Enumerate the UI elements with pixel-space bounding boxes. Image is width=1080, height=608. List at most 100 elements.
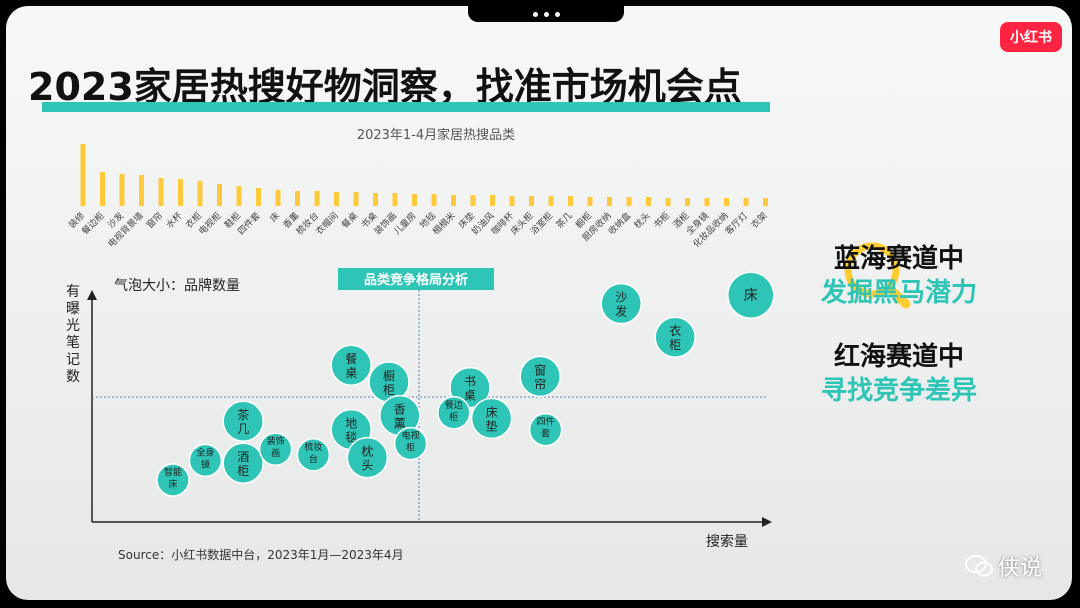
bubble-9: 枕头 [346,436,389,479]
bar-26 [587,197,593,206]
bar-24 [548,196,554,206]
bubble-11: 电视柜 [393,426,428,461]
bubble-label-0: 智能床 [164,466,182,490]
bar-34 [743,198,749,206]
bar-18 [431,194,437,206]
bar-5 [178,179,183,206]
insight-line-3: 红海赛道中 [833,342,964,372]
bar-label-10: 床 [267,210,282,225]
bar-label-28: 收纳盒 [606,210,634,238]
bar-22 [509,196,515,206]
bar-label-9: 四件套 [235,210,263,238]
insight-panel: 蓝海赛道中 发掘黑马潜力 红海赛道中 寻找竞争差异 [806,242,992,408]
scatter-title-box [338,268,494,290]
bar-4 [158,178,164,206]
bar-label-25: 茶几 [553,210,574,231]
watermark: 侠说 [964,550,1042,582]
bubble-1: 全身镜 [188,443,223,478]
bar-25 [568,196,573,206]
bar-16 [392,193,398,206]
bubble-label-19: 床 [744,288,758,304]
bubble-10: 香薰 [379,394,421,437]
bar-label-13: 衣帽间 [313,210,341,238]
bar-label-1: 餐边柜 [79,210,107,238]
bar-chart: 装修餐边柜 沙发电视背景墙 窗帘 水杯 衣柜电视柜 鞋柜四件套床香薰梳妆台衣帽间 餐桌 书桌装… [66,144,770,250]
bar-20 [470,195,476,206]
y-axis-label: 有曝光笔记数 [66,284,80,385]
bar-9 [256,188,261,206]
bar-30 [665,198,671,206]
x-axis-label: 搜索量 [706,533,748,550]
bar-label-34: 客厅灯 [723,210,751,238]
bar-13 [334,192,339,206]
bubble-label-12: 书桌 [464,375,476,403]
bubble-13: 餐边柜 [437,396,471,430]
bubble-label-18: 衣柜 [669,323,681,352]
bar-chart-title: 2023年1-4月家居热搜品类 [356,128,516,143]
bubble-label-10: 香薰 [394,403,406,431]
bar-15 [373,193,378,206]
bar-label-30: 书柜 [651,210,672,231]
bubble-15: 窗帘 [519,355,561,398]
bubble-label-7: 橱柜 [383,369,395,397]
bubble-label-11: 电视柜 [402,430,420,454]
bubble-19: 床 [727,271,775,319]
bubble-3: 酒柜 [222,442,264,484]
bubble-label-1: 全身镜 [196,446,214,470]
bar-10 [275,190,281,206]
bar-3 [139,175,144,206]
x-axis-arrow-icon [762,517,772,527]
bar-8 [236,186,242,206]
bar-33 [724,198,729,206]
bubble-label-14: 床垫 [486,405,498,433]
bar-17 [412,194,417,206]
notch [468,6,624,22]
bar-6 [197,181,203,206]
bubble-label-15: 窗帘 [534,363,546,391]
watermark-text: 侠说 [998,556,1043,581]
bubble-14: 床垫 [470,397,513,440]
bar-label-19: 榻榻米 [430,210,458,238]
source-note: Source：小红书数据中台，2023年1月—2023年4月 [118,548,404,562]
bubble-size-label: 气泡大小：品牌数量 [114,277,240,294]
bar-label-17: 儿童房 [391,210,419,238]
bar-label-4: 窗帘 [144,210,165,231]
insight-line-1: 蓝海赛道中 [833,244,964,274]
bar-label-7: 电视柜 [196,210,224,238]
slide: 小红书 2023家居热搜好物洞察，找准市场机会点 2023年1-4月家居热搜品类… [6,6,1072,600]
bar-label-24: 浴室柜 [528,210,556,238]
bar-2 [119,174,125,206]
bubble-label-17: 沙发 [615,291,627,319]
bubble-label-2: 茶几 [237,407,249,436]
page-title: 2023家居热搜好物洞察，找准市场机会点 [28,65,742,109]
insight-line-4: 寻找竞争差异 [820,376,977,406]
bar-21 [490,195,495,206]
insight-line-2: 发掘黑马潜力 [820,278,977,308]
scatter-title: 品类竞争格局分析 [364,272,468,288]
bar-label-35: 衣架 [748,210,769,231]
bubble-label-8: 地毯 [345,417,357,445]
bar-7 [217,184,222,206]
bar-31 [685,198,690,206]
bar-label-5: 水杯 [163,210,184,231]
title-underline [42,102,770,112]
bubble-label-4: 装饰画 [267,435,285,459]
bubble-18: 衣柜 [654,316,696,358]
bar-12 [314,191,320,206]
bar-35 [763,198,768,206]
bubble-16: 四件套 [528,412,563,447]
bar-1 [100,172,105,206]
bubble-label-13: 餐边柜 [445,399,463,423]
bar-0 [80,144,86,206]
charts-svg: 装修餐边柜 沙发电视背景墙 窗帘 水杯 衣柜电视柜 鞋柜四件套床香薰梳妆台衣帽间 餐桌 书桌装… [66,144,911,550]
bar-19 [451,195,456,206]
xiaohongshu-logo: 小红书 [1000,22,1062,52]
bar-14 [353,192,359,206]
magnifier-icon [844,242,911,309]
bubble-7: 橱柜 [368,361,410,403]
bar-32 [704,198,710,206]
wechat-icon [965,555,993,577]
bar-label-14: 餐桌 [339,210,360,231]
